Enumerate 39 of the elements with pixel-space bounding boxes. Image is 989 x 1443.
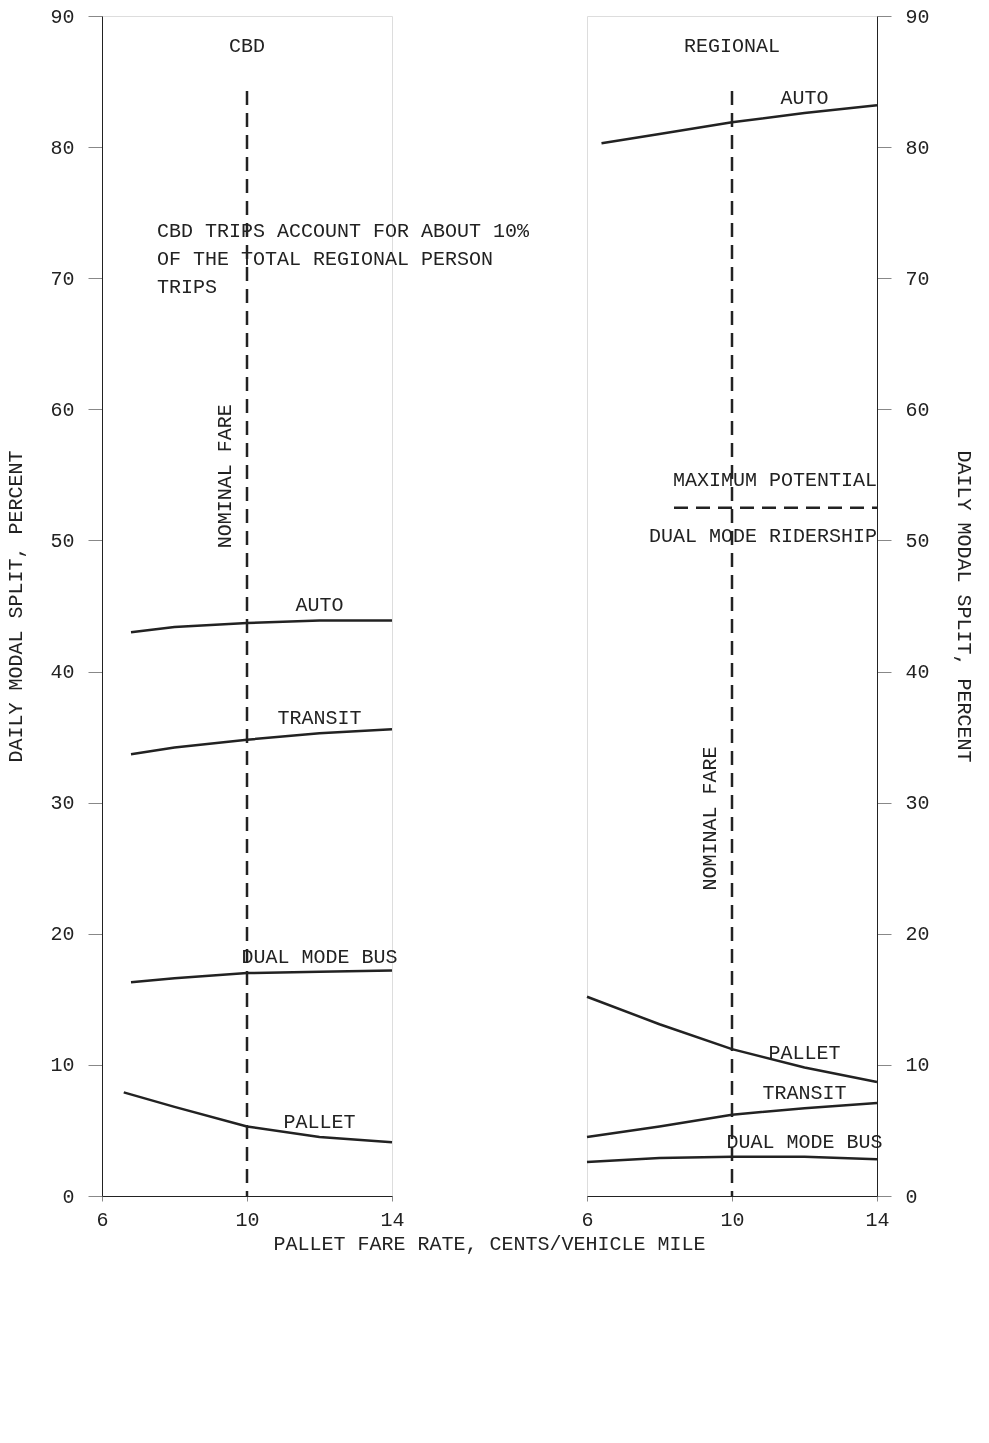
x-tick-label: 14 <box>380 1208 405 1232</box>
y-tick-label: 80 <box>50 136 75 160</box>
x-tick-label: 6 <box>581 1208 594 1232</box>
text: CBD <box>228 35 266 58</box>
series-label: PALLET <box>283 1111 356 1134</box>
series-label: PALLET <box>768 1041 841 1065</box>
y-tick-label: 10 <box>905 1054 930 1078</box>
y-tick-label: 0 <box>905 1185 918 1209</box>
y-axis-title: DAILY MODAL SPLIT, PERCENT <box>951 450 975 763</box>
y-tick-label: 30 <box>905 792 930 816</box>
series-label: TRANSIT <box>277 707 362 731</box>
y-tick-label: 70 <box>905 267 930 291</box>
x-axis-title: PALLET FARE RATE, CENTS/VEHICLE MILE <box>273 1232 706 1256</box>
y-tick-label: 50 <box>905 529 930 553</box>
y-tick-label: 90 <box>905 5 930 29</box>
x-tick-label: 10 <box>235 1208 260 1232</box>
y-tick-label: 40 <box>50 661 75 685</box>
text: REGIONAL <box>683 35 781 58</box>
y-tick-label: 50 <box>50 529 75 553</box>
y-tick-label: 70 <box>50 267 75 291</box>
y-tick-label: 10 <box>50 1054 75 1078</box>
x-tick-label: 10 <box>720 1208 745 1232</box>
y-axis-title: DAILY MODAL SPLIT, PERCENT <box>5 450 29 763</box>
y-tick-label: 20 <box>50 923 75 947</box>
y-tick-label: 60 <box>905 398 930 422</box>
y-tick-label: 30 <box>50 792 75 816</box>
ref-line-label: NOMINAL FARE <box>214 404 237 549</box>
series-label: TRANSIT <box>762 1082 847 1106</box>
y-tick-label: 0 <box>62 1185 75 1209</box>
x-tick-label: 6 <box>96 1208 109 1232</box>
series-label: AUTO <box>780 87 829 111</box>
y-tick-label: 60 <box>50 398 75 422</box>
y-tick-label: 20 <box>905 923 930 947</box>
series-label: AUTO <box>295 594 344 618</box>
ref-line-label: NOMINAL FARE <box>699 746 722 891</box>
y-tick-label: 90 <box>50 5 75 29</box>
y-tick-label: 80 <box>905 136 930 160</box>
y-tick-label: 40 <box>905 661 930 685</box>
x-tick-label: 14 <box>865 1208 890 1232</box>
